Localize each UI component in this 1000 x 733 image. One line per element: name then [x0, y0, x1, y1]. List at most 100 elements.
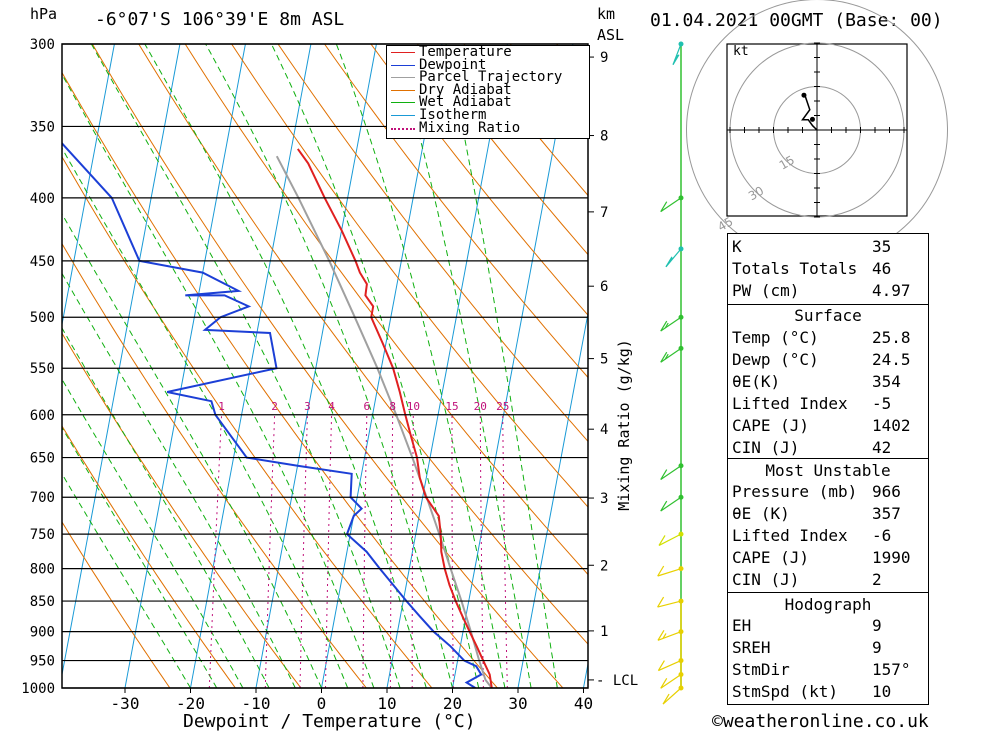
legend-item: Isotherm: [387, 108, 589, 122]
km-tick-label: 9: [600, 50, 608, 66]
legend-label: Parcel Trajectory: [419, 69, 563, 86]
x-tick-label: -10: [242, 694, 271, 713]
mixing-ratio-line: [208, 414, 223, 688]
mixing-ratio-label: 10: [407, 400, 420, 413]
wind-barb-feather: [662, 633, 667, 639]
pressure-tick-label: 400: [30, 191, 55, 207]
dry-adiabat-line: [62, 425, 236, 688]
dry-adiabat-line: [370, 44, 588, 316]
wind-barb-shaft: [660, 673, 682, 689]
hpa-label: hPa: [30, 5, 58, 23]
wet-adiabat-line: [445, 44, 558, 688]
wind-barb-shaft: [662, 687, 682, 705]
index-value: 24.5: [872, 350, 911, 369]
x-axis-title: Dewpoint / Temperature (°C): [183, 711, 476, 732]
dry-adiabat-line: [184, 44, 588, 576]
mixing-ratio-line: [451, 414, 454, 688]
plot-frame: [61, 43, 589, 689]
index-row: StmSpd (kt) 10: [728, 682, 928, 704]
index-key: Lifted Index: [732, 394, 848, 413]
mixing-ratio-label: 8: [389, 400, 396, 413]
legend-label: Dewpoint: [419, 56, 487, 73]
index-row: EH 9: [728, 616, 928, 638]
index-key: CIN (J): [732, 438, 800, 457]
index-row: Lifted Index -6: [728, 526, 928, 548]
wet-adiabat-line: [62, 212, 322, 688]
legend-swatch: [391, 64, 415, 66]
index-key: StmSpd (kt): [732, 682, 838, 701]
wind-barb-feather: [660, 469, 668, 480]
dewpoint-curve: [62, 141, 483, 688]
index-key: Pressure (mb): [732, 482, 858, 501]
legend-label: Dry Adiabat: [419, 81, 512, 98]
most-unstable-heading: Most Unstable: [765, 461, 891, 480]
legend-item: Parcel Trajectory: [387, 69, 589, 86]
index-value: 357: [872, 504, 901, 523]
legend-swatch: [391, 89, 415, 91]
wind-barb-feather: [660, 351, 668, 363]
storm-motion-marker: [809, 116, 815, 122]
index-key: CAPE (J): [732, 548, 810, 567]
legend-label: Mixing Ratio: [419, 119, 521, 136]
index-value: 46: [872, 259, 892, 278]
wet-adiabat-line: [62, 272, 296, 688]
index-value: 2: [872, 570, 882, 589]
mixing-ratio-line: [502, 414, 508, 688]
index-value: 9: [872, 638, 882, 657]
dry-adiabat-line: [416, 44, 588, 256]
wind-barb-shaft: [657, 568, 682, 577]
legend-item: Mixing Ratio: [387, 119, 589, 136]
legend-swatch: [391, 77, 415, 79]
x-tick-label: 20: [443, 694, 462, 713]
lcl-label: - LCL: [596, 673, 638, 689]
hodograph-ring-label: 45: [715, 214, 735, 234]
index-row: CIN (J) 2: [728, 570, 928, 592]
isotherm-line: [451, 44, 574, 688]
dry-adiabat-line: [231, 44, 588, 508]
pressure-tick-label: 350: [30, 119, 55, 135]
index-key: Lifted Index: [732, 526, 848, 545]
wind-barb-feather: [657, 596, 665, 608]
km-tick-label: 4: [600, 422, 608, 438]
isotherm-line: [62, 44, 115, 328]
x-tick-label: 0: [317, 694, 327, 713]
pressure-tick-label: 850: [30, 594, 55, 610]
wind-barb-shaft: [665, 248, 682, 268]
index-row: Pressure (mb) 966: [728, 482, 928, 504]
index-row: θE(K) 354: [728, 372, 928, 394]
wind-barb-feather: [657, 565, 665, 577]
wet-adiabat-line: [270, 44, 480, 688]
index-key: StmDir: [732, 660, 790, 679]
x-tick-label: 30: [508, 694, 527, 713]
wind-barb-feather: [672, 54, 680, 65]
dry-adiabat-line: [138, 44, 588, 645]
isotherm-line: [62, 44, 181, 678]
index-value: 25.8: [872, 328, 911, 347]
wind-barb-feather: [674, 54, 679, 61]
isotherm-line: [255, 44, 377, 688]
legend-label: Temperature: [419, 44, 512, 60]
wet-adiabat-line: [62, 378, 244, 688]
wind-barb-feather: [664, 353, 669, 360]
index-row: Totals Totals 46: [728, 259, 928, 281]
index-value: 354: [872, 372, 901, 391]
index-value: 966: [872, 482, 901, 501]
index-value: -5: [872, 394, 892, 413]
index-value: -6: [872, 526, 892, 545]
x-tick-label: -30: [111, 694, 140, 713]
legend-item: Wet Adiabat: [387, 96, 589, 109]
mixing-ratio-label: 20: [474, 400, 487, 413]
wet-adiabat-line: [62, 147, 349, 688]
hodograph-ring-label: 15: [777, 153, 797, 173]
wind-barb-feather: [660, 320, 668, 332]
index-value: 35: [872, 237, 892, 256]
mixing-ratio-line: [299, 414, 308, 688]
index-value: 157°: [872, 660, 911, 679]
isotherm-line: [124, 44, 246, 688]
pressure-tick-label: 900: [30, 625, 55, 641]
index-row: K 35: [728, 237, 928, 259]
dry-adiabat-line: [62, 71, 498, 688]
copyright: ©weatheronline.co.uk: [712, 711, 929, 732]
